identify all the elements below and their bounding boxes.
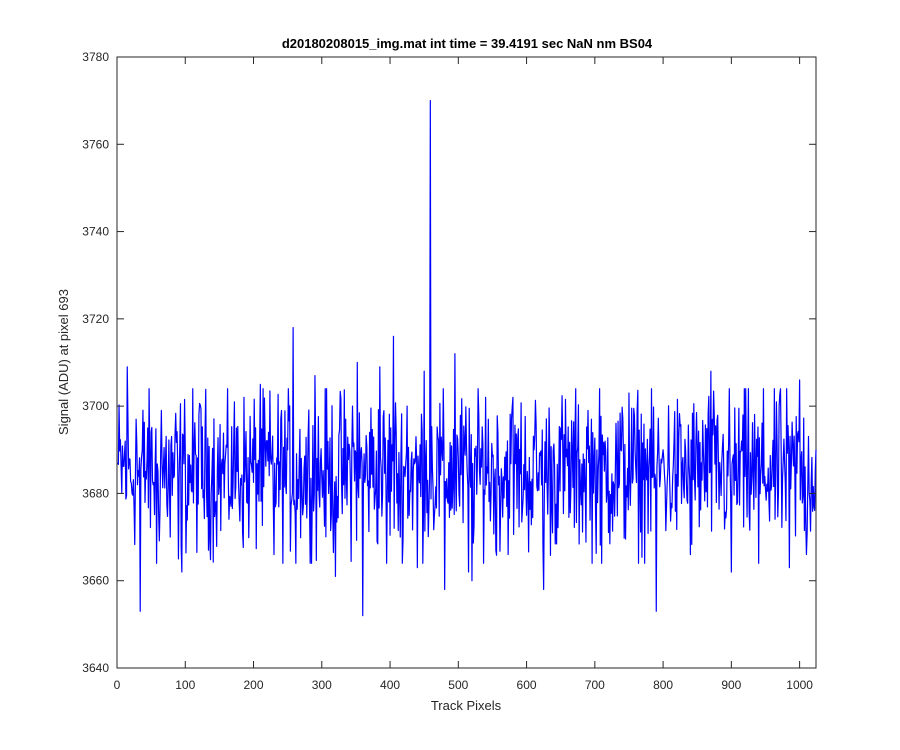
y-tick-label: 3700	[82, 399, 109, 413]
x-axis-label: Track Pixels	[431, 698, 502, 713]
x-tick-label: 300	[312, 678, 332, 692]
x-tick-label: 200	[244, 678, 264, 692]
y-tick-label: 3780	[82, 50, 109, 64]
y-tick-label: 3740	[82, 225, 109, 239]
x-tick-label: 900	[721, 678, 741, 692]
series-line	[117, 100, 817, 617]
y-tick-label: 3680	[82, 486, 109, 500]
x-tick-label: 700	[585, 678, 605, 692]
y-tick-label: 3640	[82, 661, 109, 675]
y-tick-label: 3760	[82, 137, 109, 151]
y-tick-label: 3660	[82, 574, 109, 588]
x-tick-label: 1000	[786, 678, 813, 692]
y-axis-label: Signal (ADU) at pixel 693	[56, 289, 71, 435]
chart-title: d20180208015_img.mat int time = 39.4191 …	[282, 36, 653, 51]
x-tick-label: 800	[653, 678, 673, 692]
x-axis-ticks: 0 100 200 300 400 500 600 700 800 900 1000	[114, 57, 813, 692]
x-tick-label: 0	[114, 678, 121, 692]
x-tick-label: 500	[448, 678, 468, 692]
x-tick-label: 600	[517, 678, 537, 692]
axes-box	[116, 56, 817, 669]
plot-area: 0 100 200 300 400 500 600 700 800 900 1000 3640 366…	[82, 50, 817, 692]
y-tick-label: 3720	[82, 312, 109, 326]
x-tick-label: 100	[175, 678, 195, 692]
x-tick-label: 400	[380, 678, 400, 692]
y-axis-ticks: 3640 3660 3680 3700 3720 3740 3760 3780	[82, 50, 816, 675]
